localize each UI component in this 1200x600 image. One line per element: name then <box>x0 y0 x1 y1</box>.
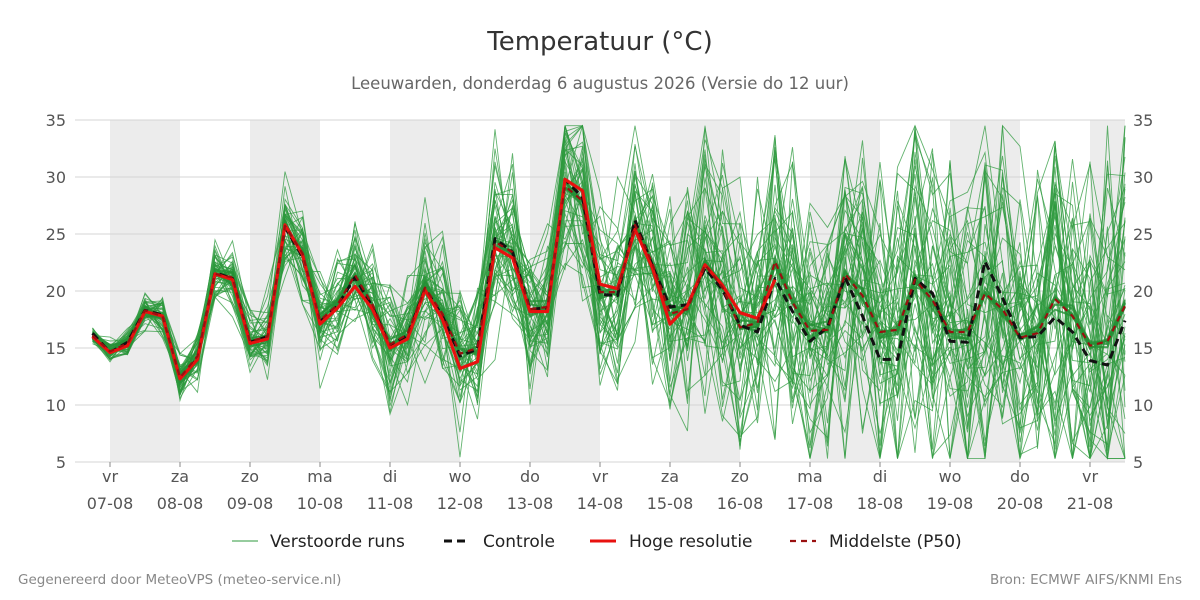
legend-label-control: Controle <box>483 532 555 552</box>
x-tick-date: 20-08 <box>997 494 1044 513</box>
y-tick-label-right: 30 <box>1133 168 1153 187</box>
chart-subtitle: Leeuwarden, donderdag 6 augustus 2026 (V… <box>351 74 849 93</box>
ensemble-member-line <box>92 125 1126 431</box>
footer-source: Bron: ECMWF AIFS/KNMI Ens <box>989 572 1182 588</box>
x-tick-day: wo <box>449 467 472 486</box>
y-tick-label-left: 25 <box>46 225 66 244</box>
x-tick-date: 19-08 <box>927 494 974 513</box>
ensemble-member-line <box>92 132 1126 459</box>
y-tick-label-right: 25 <box>1133 225 1153 244</box>
y-tick-label-left: 5 <box>56 453 66 472</box>
y-tick-label-left: 35 <box>46 111 66 130</box>
ensemble-member-line <box>92 138 1126 400</box>
ensemble-member-line <box>92 156 1126 435</box>
y-axis-right: 5 10 15 20 25 30 35 <box>1133 111 1153 472</box>
x-tick-day: ma <box>797 467 822 486</box>
y-tick-label-right: 35 <box>1133 111 1153 130</box>
x-tick-date: 15-08 <box>647 494 694 513</box>
ensemble-member-line <box>92 179 1126 459</box>
x-tick-date: 08-08 <box>157 494 204 513</box>
x-tick-date: 18-08 <box>857 494 904 513</box>
x-tick-date: 13-08 <box>507 494 554 513</box>
x-tick-day: di <box>873 467 888 486</box>
x-tick-date: 16-08 <box>717 494 764 513</box>
x-tick-date: 17-08 <box>787 494 834 513</box>
ensemble-member-line <box>92 128 1126 459</box>
x-tick-day: za <box>661 467 679 486</box>
ensemble-member-line <box>92 149 1126 459</box>
x-tick-date: 12-08 <box>437 494 484 513</box>
y-tick-label-right: 10 <box>1133 396 1153 415</box>
y-tick-label-left: 30 <box>46 168 66 187</box>
x-tick-date: 09-08 <box>227 494 274 513</box>
series-line-middelste-p50 <box>91 185 1126 379</box>
legend-label-perturbed: Verstoorde runs <box>270 532 405 552</box>
y-axis-left: 5 10 15 20 25 30 35 <box>46 111 66 472</box>
x-tick-date: 11-08 <box>367 494 414 513</box>
ensemble-member-line <box>92 172 1126 459</box>
x-tick-day: di <box>383 467 398 486</box>
y-tick-label-left: 20 <box>46 282 66 301</box>
legend-label-median: Middelste (P50) <box>829 532 962 552</box>
x-tick-day: do <box>520 467 540 486</box>
y-tick-label-right: 20 <box>1133 282 1153 301</box>
x-tick-day: vr <box>102 467 118 486</box>
x-tick-date: 14-08 <box>577 494 624 513</box>
legend: Verstoorde runs Controle Hoge resolutie … <box>232 532 962 552</box>
x-tick-date: 21-08 <box>1067 494 1114 513</box>
x-tick-date: 07-08 <box>87 494 134 513</box>
y-tick-label-right: 15 <box>1133 339 1153 358</box>
x-axis: vr 07-08 za 08-08 zo 09-08 ma 10-08 di 11-08 wo 12-… <box>87 462 1114 513</box>
x-tick-day: zo <box>731 467 749 486</box>
x-tick-day: ma <box>307 467 332 486</box>
x-tick-date: 10-08 <box>297 494 344 513</box>
ensemble-member-line <box>91 184 1126 374</box>
main-series <box>91 177 1127 381</box>
y-tick-label-left: 15 <box>46 339 66 358</box>
footer-credit: Gegenereerd door MeteoVPS (meteo-service… <box>18 572 342 588</box>
y-tick-label-left: 10 <box>46 396 66 415</box>
x-tick-day: do <box>1010 467 1030 486</box>
y-tick-label-right: 5 <box>1133 453 1143 472</box>
x-tick-day: vr <box>1082 467 1098 486</box>
ensemble-member-line <box>92 124 1126 450</box>
x-tick-day: wo <box>939 467 962 486</box>
ensemble-member-line <box>92 154 1126 461</box>
chart-title: Temperatuur (°C) <box>486 27 712 57</box>
legend-label-high-res: Hoge resolutie <box>629 532 753 552</box>
series-line-hoge-resolutie <box>91 177 777 381</box>
x-tick-day: zo <box>241 467 259 486</box>
series-line-controle <box>91 177 1127 381</box>
x-tick-day: za <box>171 467 189 486</box>
x-tick-day: vr <box>592 467 608 486</box>
